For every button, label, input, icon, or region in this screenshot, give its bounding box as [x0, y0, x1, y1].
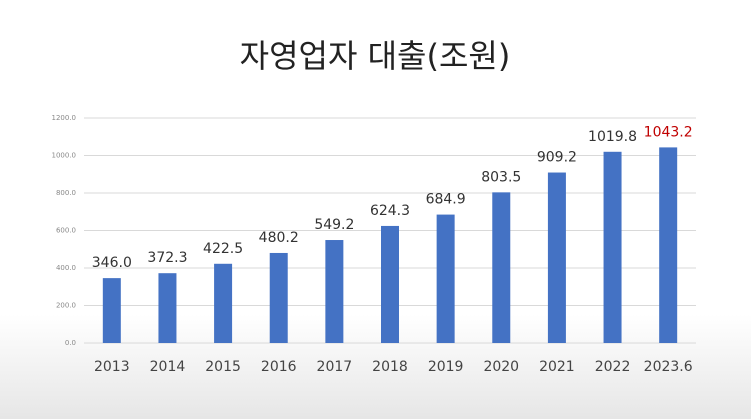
x-tick-label: 2023.6	[644, 359, 693, 375]
y-tick-label: 600.0	[56, 227, 76, 235]
x-tick-label: 2014	[150, 359, 186, 375]
bar	[102, 278, 121, 343]
x-tick-label: 2016	[261, 359, 297, 375]
x-tick-label: 2018	[372, 359, 408, 375]
x-tick-label: 2022	[595, 359, 631, 375]
bar	[214, 263, 233, 343]
bar	[381, 225, 399, 343]
y-tick-label: 400.0	[56, 264, 76, 272]
y-tick-label: 1200.0	[52, 114, 77, 122]
x-tick-label: 2021	[539, 359, 575, 375]
y-tick-label: 800.0	[56, 189, 76, 197]
value-label: 422.5	[203, 241, 243, 257]
x-tick-label: 2019	[428, 359, 464, 375]
bar	[547, 172, 566, 343]
x-tick-label: 2013	[94, 359, 130, 375]
bar	[325, 240, 344, 343]
value-label: 372.3	[147, 250, 187, 266]
bar	[436, 214, 455, 343]
value-label: 803.5	[481, 169, 521, 185]
value-label: 1043.2	[644, 124, 693, 140]
value-label: 684.9	[426, 192, 466, 208]
bar	[659, 147, 678, 343]
x-tick-label: 2017	[317, 359, 353, 375]
y-tick-label: 0.0	[65, 339, 76, 347]
x-tick-label: 2020	[483, 359, 519, 375]
value-label: 1019.8	[588, 129, 637, 145]
value-label: 480.2	[259, 230, 299, 246]
bar	[158, 273, 177, 343]
bar	[269, 252, 288, 343]
x-tick-label: 2015	[205, 359, 241, 375]
value-label: 909.2	[537, 150, 577, 166]
bar	[603, 151, 622, 343]
y-tick-label: 200.0	[56, 302, 76, 310]
value-label: 549.2	[314, 217, 354, 233]
value-label: 346.0	[92, 255, 132, 271]
value-label: 624.3	[370, 203, 410, 219]
bar	[492, 192, 511, 343]
y-tick-label: 1000.0	[52, 152, 77, 160]
chart-title: 자영업자 대출(조원)	[240, 37, 511, 75]
